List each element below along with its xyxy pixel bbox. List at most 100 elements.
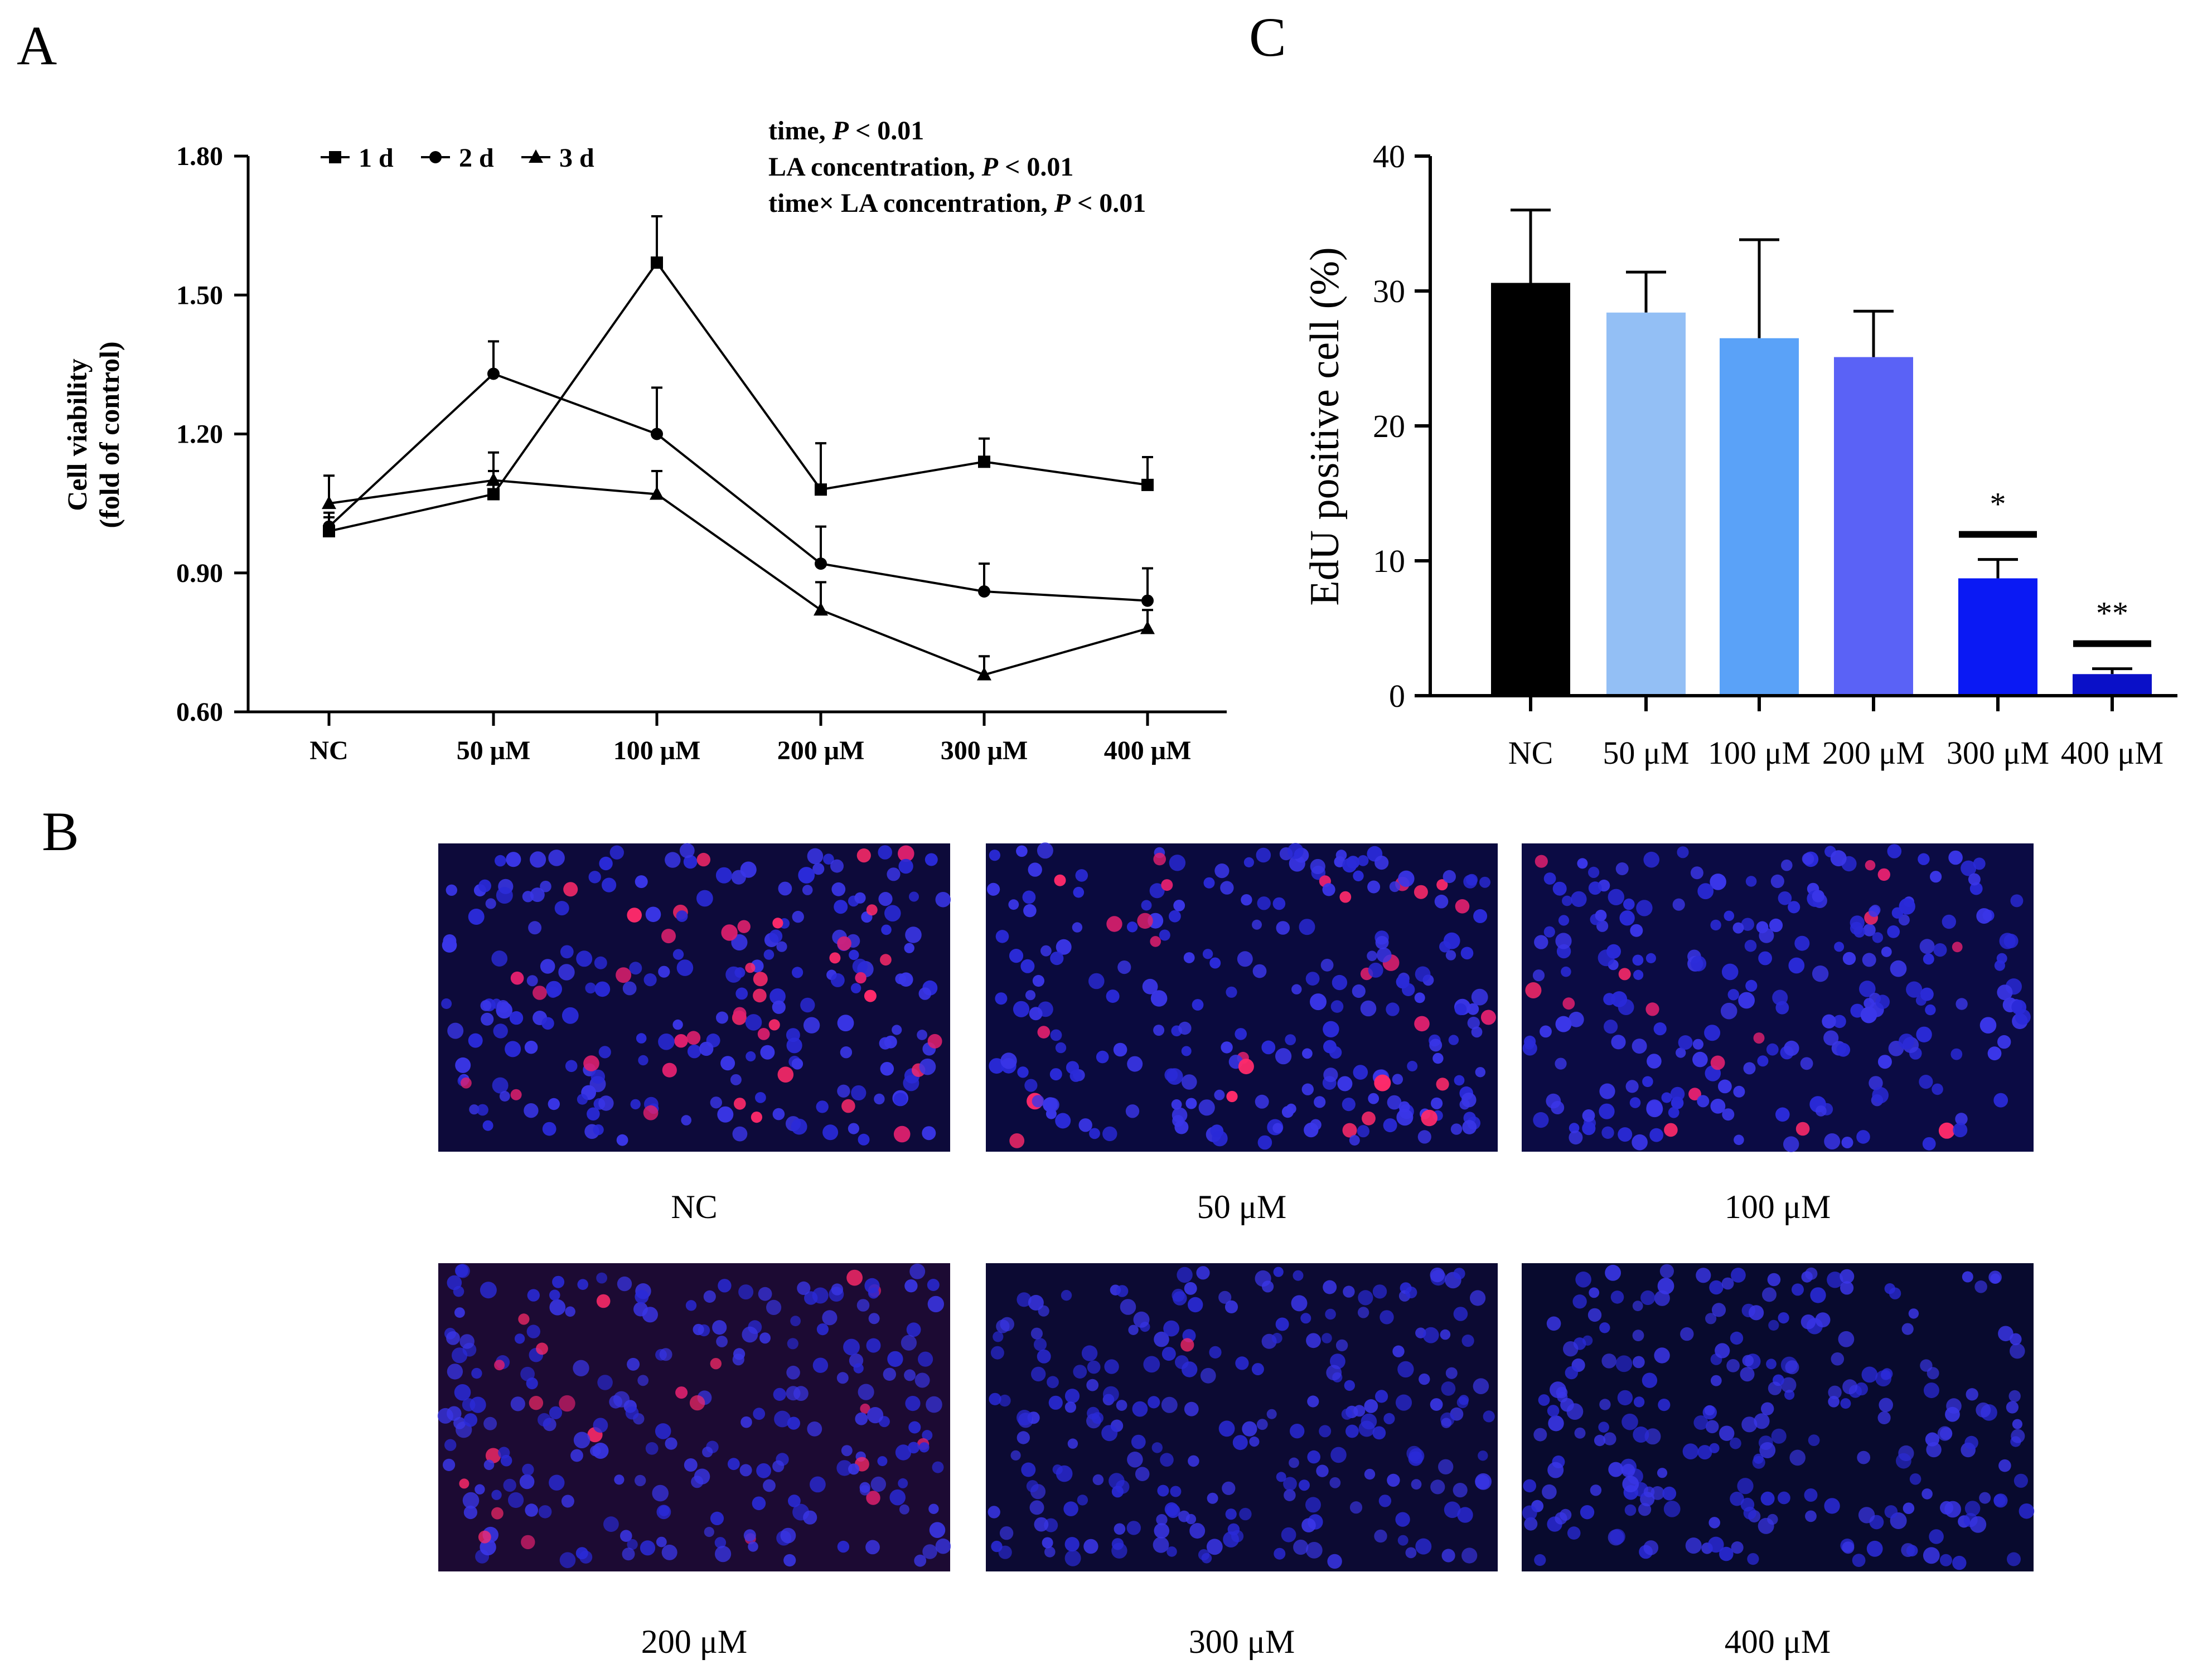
- hoechst-nucleus: [884, 905, 901, 922]
- point-triangle: [486, 472, 501, 486]
- hoechst-nucleus: [1956, 998, 1968, 1010]
- hoechst-nucleus: [1834, 942, 1845, 952]
- hoechst-nucleus: [1031, 1366, 1046, 1382]
- hoechst-nucleus: [1034, 1517, 1049, 1532]
- hoechst-nucleus: [1711, 1303, 1726, 1317]
- hoechst-nucleus: [577, 1279, 588, 1290]
- hoechst-nucleus: [1710, 1099, 1726, 1114]
- legend-label: 3 d: [559, 143, 594, 173]
- hoechst-nucleus: [1747, 1553, 1759, 1565]
- hoechst-nucleus: [1561, 966, 1571, 977]
- hoechst-nucleus: [987, 882, 1000, 896]
- hoechst-nucleus: [491, 950, 508, 967]
- hoechst-nucleus: [1953, 1123, 1968, 1138]
- edu-positive-nucleus: [1106, 916, 1122, 932]
- hoechst-nucleus: [1206, 1539, 1223, 1555]
- hoechst-nucleus: [1029, 1007, 1043, 1021]
- hoechst-nucleus: [1016, 845, 1028, 857]
- hoechst-nucleus: [1159, 929, 1170, 941]
- hoechst-nucleus: [593, 1124, 604, 1136]
- hoechst-nucleus: [1178, 1021, 1192, 1035]
- hoechst-nucleus: [1741, 1416, 1758, 1433]
- hoechst-nucleus: [865, 1540, 880, 1555]
- hoechst-nucleus: [1833, 1015, 1846, 1028]
- hoechst-nucleus: [1919, 939, 1935, 954]
- legend-label: 2 d: [459, 143, 494, 173]
- hoechst-nucleus: [1812, 966, 1829, 982]
- hoechst-nucleus: [1940, 1501, 1954, 1515]
- hoechst-nucleus: [468, 909, 485, 925]
- hoechst-nucleus: [1534, 935, 1548, 949]
- hoechst-nucleus: [1241, 894, 1252, 906]
- hoechst-nucleus: [1632, 1330, 1644, 1342]
- hoechst-nucleus: [499, 1091, 510, 1102]
- hoechst-nucleus: [772, 1460, 785, 1472]
- edu-positive-nucleus: [733, 1007, 747, 1021]
- hoechst-nucleus: [922, 1430, 933, 1441]
- hoechst-nucleus: [1475, 1473, 1492, 1490]
- hoechst-nucleus: [661, 1544, 677, 1560]
- edu-positive-nucleus: [533, 986, 547, 1000]
- hoechst-nucleus: [1017, 1066, 1029, 1078]
- hoechst-nucleus: [927, 1279, 940, 1291]
- hoechst-nucleus: [1548, 1415, 1564, 1432]
- hoechst-nucleus: [594, 956, 607, 969]
- hoechst-nucleus: [1990, 1273, 2001, 1284]
- hoechst-nucleus: [1555, 1057, 1567, 1070]
- hoechst-nucleus: [1906, 1545, 1918, 1557]
- legend-label: 1 d: [359, 143, 394, 173]
- hoechst-nucleus: [480, 1000, 492, 1011]
- hoechst-nucleus: [1368, 962, 1383, 978]
- hoechst-nucleus: [1923, 1547, 1940, 1564]
- hoechst-nucleus: [1323, 1068, 1338, 1083]
- edu-positive-nucleus: [1877, 868, 1890, 881]
- edu-positive-nucleus: [1180, 1338, 1194, 1352]
- hoechst-nucleus: [1049, 1068, 1062, 1081]
- series-line: [328, 260, 1148, 532]
- hoechst-nucleus: [1202, 949, 1213, 959]
- hoechst-nucleus: [1654, 1347, 1670, 1364]
- hoechst-nucleus: [1358, 1290, 1373, 1306]
- edu-positive-nucleus: [1455, 899, 1470, 914]
- hoechst-nucleus: [1430, 1479, 1445, 1495]
- hoechst-nucleus: [715, 867, 732, 884]
- hoechst-nucleus: [1405, 1547, 1417, 1559]
- hoechst-nucleus: [1357, 1125, 1369, 1138]
- hoechst-nucleus: [443, 934, 457, 948]
- hoechst-nucleus: [780, 1527, 796, 1544]
- hoechst-nucleus: [1998, 1326, 2013, 1342]
- hoechst-nucleus: [1368, 1093, 1380, 1104]
- hoechst-nucleus: [995, 992, 1008, 1005]
- hoechst-nucleus: [1647, 1054, 1662, 1069]
- edu-positive-nucleus: [757, 1028, 770, 1040]
- hoechst-nucleus: [1926, 1442, 1942, 1458]
- hoechst-nucleus: [1044, 1546, 1056, 1558]
- hoechst-nucleus: [1766, 1043, 1779, 1056]
- hoechst-nucleus: [1462, 1120, 1477, 1134]
- hoechst-nucleus: [999, 1526, 1014, 1540]
- hoechst-nucleus: [1454, 1003, 1467, 1016]
- hoechst-nucleus: [554, 901, 569, 916]
- hoechst-nucleus: [1598, 1421, 1609, 1433]
- hoechst-nucleus: [1805, 1510, 1817, 1522]
- hoechst-nucleus: [1697, 1095, 1710, 1108]
- hoechst-nucleus: [1836, 1042, 1851, 1057]
- edu-positive-nucleus: [627, 908, 642, 923]
- hoechst-nucleus: [1237, 951, 1253, 967]
- hoechst-nucleus: [803, 1017, 820, 1034]
- edu-positive-nucleus: [583, 1055, 599, 1071]
- hoechst-nucleus: [1415, 966, 1431, 982]
- point-triangle: [322, 496, 336, 510]
- hoechst-nucleus: [1276, 921, 1290, 935]
- hoechst-nucleus: [1658, 1399, 1671, 1411]
- hoechst-nucleus: [1422, 1327, 1439, 1343]
- hoechst-nucleus: [694, 1468, 710, 1484]
- micrograph-3: [437, 1263, 951, 1571]
- hoechst-nucleus: [906, 1322, 921, 1337]
- hoechst-nucleus: [1028, 862, 1042, 877]
- hoechst-nucleus: [496, 887, 513, 904]
- hoechst-nucleus: [447, 1364, 463, 1380]
- x-tick-label-c: 100 μM: [1708, 735, 1811, 771]
- hoechst-nucleus: [1909, 1473, 1921, 1485]
- hoechst-nucleus: [1599, 1103, 1615, 1119]
